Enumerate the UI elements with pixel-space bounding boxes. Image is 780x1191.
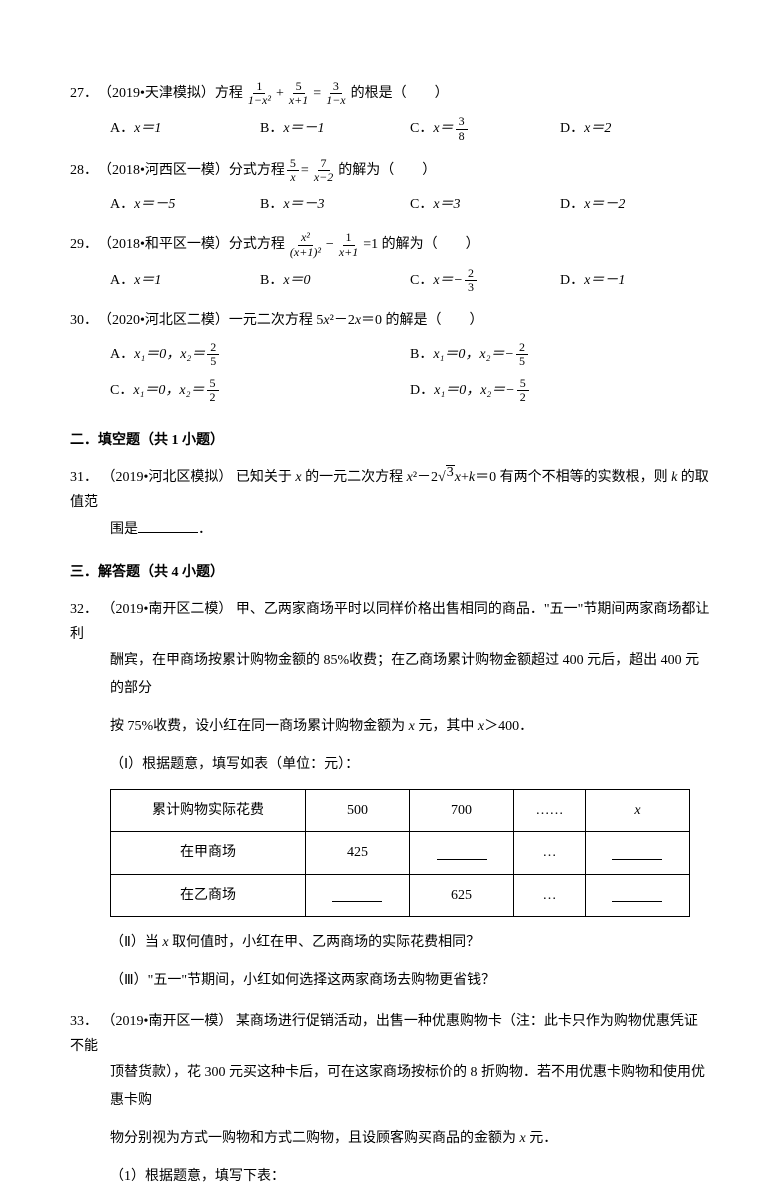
q28-number: 28． [70,158,98,183]
q27-options: A．x＝1 B．x＝－1 C．x＝38 D．x＝2 [110,115,710,142]
sqrt-icon: √3 [438,465,455,490]
table-header-cell: 在乙商场 [111,874,306,916]
q27-post: 的根是（ ） [351,81,449,106]
q31-number: 31． [70,470,98,485]
q32-part1: （Ⅰ）根据题意，填写如表（单位：元）： [110,751,710,779]
q29-optC: C．x＝−23 [410,267,560,294]
q33-line2: 顶替货款），花 300 元买这种卡后，可在这家商场按标价的 8 折购物．若不用优… [110,1059,710,1115]
table-row: 累计购物实际花费 500 700 …… x [111,790,690,832]
q32-line2: 酬宾，在甲商场按累计购物金额的 85%收费；在乙商场累计购物金额超过 400 元… [110,647,710,703]
q30-optC: C．x₁＝0，x₂＝52 [110,377,410,404]
q27-optC: C．x＝38 [410,115,560,142]
q32-line1: 32． （2019•南开区二模） 甲、乙两家商场平时以同样价格出售相同的商品．"… [70,597,710,647]
q32-table: 累计购物实际花费 500 700 …… x 在甲商场 425 … 在乙商场 62… [110,789,690,917]
q29-frac2: 1x+1 [336,231,361,258]
q30-optA: A．x₁＝0，x₂＝25 [110,341,410,368]
q33-line3: 物分别视为方式一购物和方式二购物，且设顾客购买商品的金额为 x 元． [110,1125,710,1153]
q29-optD: D．x＝－1 [560,267,710,294]
q29-number: 29． [70,232,98,257]
table-row: 在乙商场 625 … [111,874,690,916]
q27-frac2: 5x+1 [286,80,311,107]
q28-pre: 分式方程 [229,158,285,183]
q33-part1: （1）根据题意，填写下表： [110,1163,710,1191]
q31-source: （2019•河北区模拟） [102,470,233,485]
q29-pre: 分式方程 [229,232,285,257]
question-29: 29． （2018•和平区一模） 分式方程 x²(x+1)² − 1x+1 =1… [70,231,710,294]
q29-frac1: x²(x+1)² [287,231,324,258]
q27-eq: = [313,81,321,106]
question-30-stem: 30． （2020•河北区二模） 一元二次方程 5x²－2x＝0 的解是（ ） [70,308,710,333]
table-header-cell: 在甲商场 [111,832,306,874]
table-cell: … [514,832,586,874]
question-33: 33． （2019•南开区一模） 某商场进行促销活动，出售一种优惠购物卡（注：此… [70,1009,710,1191]
q33-number: 33． [70,1014,98,1029]
q28-optD: D．x＝－2 [560,192,710,217]
table-cell-blank [585,874,689,916]
q27-pre: 方程 [215,81,243,106]
q28-source: （2018•河西区一模） [98,158,229,183]
question-31-line2: 围是． [110,516,710,544]
question-27: 27． （2019•天津模拟） 方程 11−x² + 5x+1 = 31−x 的… [70,80,710,143]
q32-part3: （Ⅲ）"五一"节期间，小红如何选择这两家商场去购物更省钱？ [110,967,710,995]
q27-frac3: 31−x [323,80,348,107]
table-cell-blank [585,832,689,874]
q28-frac1: 5x [287,157,299,184]
table-cell: … [514,874,586,916]
q30-optB: B．x₁＝0，x₂＝−25 [410,341,710,368]
q28-frac2: 7x−2 [311,157,336,184]
table-cell: 625 [410,874,514,916]
section-3-header: 三．解答题（共 4 小题） [70,560,710,585]
q27-frac1: 11−x² [245,80,274,107]
q30-optD: D．x₁＝0，x₂＝−52 [410,377,710,404]
table-cell: x [585,790,689,832]
q33-line1: 33． （2019•南开区一模） 某商场进行促销活动，出售一种优惠购物卡（注：此… [70,1009,710,1059]
q29-post: =1 的解为（ ） [363,232,479,257]
q29-minus: − [326,232,334,257]
question-28-stem: 28． （2018•河西区一模） 分式方程 5x = 7x−2 的解为（ ） [70,157,710,184]
question-28: 28． （2018•河西区一模） 分式方程 5x = 7x−2 的解为（ ） A… [70,157,710,218]
q30-options: A．x₁＝0，x₂＝25 B．x₁＝0，x₂＝−25 C．x₁＝0，x₂＝52 … [110,341,710,412]
q32-part2: （Ⅱ）当 x 取何值时，小红在甲、乙两商场的实际花费相同？ [110,929,710,957]
q30-source: （2020•河北区二模） [98,308,229,333]
q32-source: （2019•南开区二模） [102,602,233,617]
q29-optA: A．x＝1 [110,267,260,294]
q27-source: （2019•天津模拟） [98,81,215,106]
question-27-stem: 27． （2019•天津模拟） 方程 11−x² + 5x+1 = 31−x 的… [70,80,710,107]
table-cell: 500 [305,790,409,832]
q27-optA: A．x＝1 [110,115,260,142]
q29-options: A．x＝1 B．x＝0 C．x＝−23 D．x＝－1 [110,267,710,294]
q28-eq: = [301,158,309,183]
table-header-cell: 累计购物实际花费 [111,790,306,832]
q28-optB: B．x＝－3 [260,192,410,217]
q29-optB: B．x＝0 [260,267,410,294]
question-29-stem: 29． （2018•和平区一模） 分式方程 x²(x+1)² − 1x+1 =1… [70,231,710,258]
table-cell-blank [305,874,409,916]
q32-line3: 按 75%收费，设小红在同一商场累计购物金额为 x 元，其中 x＞400． [110,713,710,741]
section-2-header: 二．填空题（共 1 小题） [70,428,710,453]
question-31-line1: 31． （2019•河北区模拟） 已知关于 x 的一元二次方程 x²－2√3x+… [70,465,710,515]
table-cell-blank [410,832,514,874]
q28-optA: A．x＝－5 [110,192,260,217]
q28-post: 的解为（ ） [338,158,436,183]
question-32: 32． （2019•南开区二模） 甲、乙两家商场平时以同样价格出售相同的商品．"… [70,597,710,995]
q27-number: 27． [70,81,98,106]
q33-source: （2019•南开区一模） [102,1014,233,1029]
question-30: 30． （2020•河北区二模） 一元二次方程 5x²－2x＝0 的解是（ ） … [70,308,710,412]
q30-text: 一元二次方程 5x²－2x＝0 的解是（ ） [229,308,484,333]
q28-optC: C．x＝3 [410,192,560,217]
q27-optD: D．x＝2 [560,115,710,142]
table-cell: 700 [410,790,514,832]
table-cell: 425 [305,832,409,874]
q27-plus: + [276,81,284,106]
q29-source: （2018•和平区一模） [98,232,229,257]
q32-number: 32． [70,602,98,617]
q27-optB: B．x＝－1 [260,115,410,142]
table-cell: …… [514,790,586,832]
q28-options: A．x＝－5 B．x＝－3 C．x＝3 D．x＝－2 [110,192,710,217]
table-row: 在甲商场 425 … [111,832,690,874]
question-31: 31． （2019•河北区模拟） 已知关于 x 的一元二次方程 x²－2√3x+… [70,465,710,543]
fill-blank [138,519,198,533]
q30-number: 30． [70,308,98,333]
